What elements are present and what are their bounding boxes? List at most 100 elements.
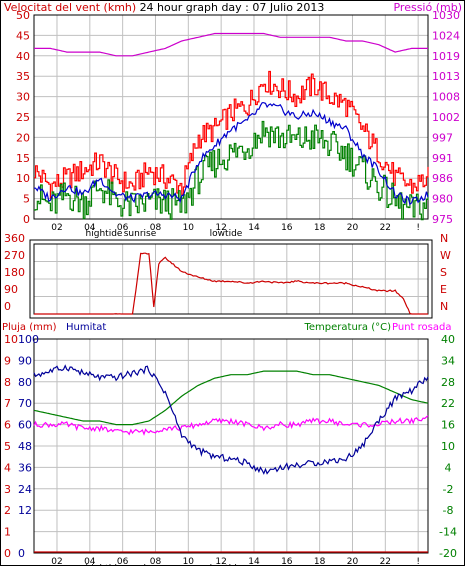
- x-tick-label: 12: [215, 223, 226, 233]
- bottom-x-tick-labels: 02 04 06 08 10 12 14 16 18 20 22!: [51, 557, 420, 567]
- x-tick-label: !: [416, 223, 420, 233]
- pressure-tick-labels: 975 980 986 991 997 1002 1008 1013 1019 1024 1030: [432, 9, 460, 226]
- direction-compass-label: N: [440, 300, 448, 313]
- x-tick-label: 10: [183, 223, 195, 233]
- direction-panel-border: [29, 239, 433, 319]
- temperature-tick-label: 28: [441, 376, 455, 389]
- temperature-tick-label: -14: [439, 526, 457, 539]
- direction-compass-label: E: [440, 283, 447, 296]
- chart-title: 24 hour graph day : 07 Julio 2013: [140, 1, 325, 14]
- pressure-tick-label: 1024: [432, 29, 460, 42]
- lowtide-label-top: lowtide: [210, 229, 243, 239]
- temperature-tick-label: -8: [443, 504, 454, 517]
- x-tick-label: !: [416, 557, 420, 566]
- sunrise-label-top: sunrise: [124, 229, 157, 239]
- x-tick-label: 14: [248, 557, 260, 566]
- x-tick-label: 02: [51, 223, 62, 233]
- x-tick-label: 02: [51, 557, 62, 566]
- direction-degree-label: 90: [4, 283, 18, 296]
- rain-tick-label: 10: [4, 333, 18, 346]
- wind-speed-tick-label: 40: [16, 50, 30, 63]
- direction-compass-label: S: [440, 266, 447, 279]
- dewpoint-axis-title: Punt rosada: [392, 322, 451, 333]
- bottom-series: [33, 364, 429, 553]
- pressure-tick-label: 980: [432, 193, 453, 206]
- direction-compass-label: N: [440, 232, 448, 245]
- humidity-tick-label: 100: [18, 333, 39, 346]
- direction-compass-label: W: [440, 249, 451, 262]
- temperature-tick-label: 34: [441, 354, 455, 367]
- x-tick-label: 06: [117, 557, 129, 566]
- wind-speed-tick-label: 35: [16, 70, 30, 83]
- x-tick-label: 04: [84, 557, 96, 566]
- direction-degree-labels: 0 90 180 270 360: [4, 232, 25, 313]
- pressure-tick-label: 991: [432, 152, 453, 165]
- x-tick-label: 22: [380, 557, 391, 566]
- wind-speed-tick-label: 10: [16, 172, 30, 185]
- rain-tick-label: 8: [4, 376, 11, 389]
- rain-tick-label: 7: [4, 397, 11, 410]
- temperature-tick-label: 22: [441, 397, 455, 410]
- direction-series: [34, 252, 428, 315]
- direction-degree-label: 180: [4, 266, 25, 279]
- rain-tick-label: 5: [4, 440, 11, 453]
- x-tick-label: 10: [183, 557, 195, 566]
- wind-speed-tick-label: 20: [16, 131, 30, 144]
- humidity-tick-label: 70: [18, 397, 32, 410]
- rain-tick-label: 2: [4, 504, 11, 517]
- x-tick-label: 08: [150, 223, 162, 233]
- direction-degree-label: 0: [4, 300, 11, 313]
- pressure-tick-label: 1002: [432, 111, 460, 124]
- rain-tick-label: 9: [4, 354, 11, 367]
- pressure-axis-title: Pressió (mb): [393, 1, 462, 14]
- humidity-tick-label: 0: [18, 547, 25, 560]
- humidity-tick-label: 60: [18, 419, 32, 432]
- rain-tick-label: 1: [4, 526, 11, 539]
- pressure-tick-label: 997: [432, 131, 453, 144]
- humidity-tick-label: 90: [18, 354, 32, 367]
- wind-speed-tick-label: 15: [16, 152, 30, 165]
- humidity-tick-label: 36: [18, 461, 32, 474]
- rain-humidity-temperature-panel: Pluja (mm) Humitat Temperatura (°C) Punt…: [2, 322, 457, 570]
- x-tick-label: 16: [281, 223, 293, 233]
- top-x-tick-labels: 02 04 06 08 10 12 14 16 18 20 22!: [51, 223, 420, 233]
- bottom-grid: [34, 339, 428, 553]
- wind-speed-tick-label: 30: [16, 91, 30, 104]
- low-series-line: [34, 120, 429, 221]
- rain-tick-label: 6: [4, 419, 11, 432]
- rain-tick-label: 3: [4, 483, 11, 496]
- top-plot-frame: [33, 14, 429, 220]
- direction-series-line: [34, 252, 428, 315]
- x-tick-label: 20: [347, 223, 359, 233]
- humidity-tick-label: 24: [18, 483, 32, 496]
- temperature-tick-label: 16: [441, 419, 455, 432]
- rain-tick-label: 4: [4, 461, 11, 474]
- temperature-tick-label: -2: [443, 483, 454, 496]
- rain-tick-label: 0: [4, 547, 11, 560]
- x-tick-label: 14: [248, 223, 260, 233]
- temperature-series-line: [33, 370, 429, 426]
- x-tick-label: 16: [281, 557, 293, 566]
- x-tick-label: 04: [84, 223, 96, 233]
- temperature-tick-label: 4: [445, 461, 452, 474]
- dewpoint-series-line: [33, 415, 429, 436]
- wind-speed-tick-label: 25: [16, 111, 30, 124]
- average-series-line: [34, 102, 429, 206]
- temperature-tick-labels: -20 -14 -8 -2 4 10 16 22 28 34 40: [439, 333, 457, 560]
- pressure-series-line: [34, 32, 428, 57]
- direction-grid: [34, 244, 428, 314]
- wind-speed-tick-label: 50: [16, 9, 30, 22]
- temperature-tick-label: 10: [441, 440, 455, 453]
- x-tick-label: 22: [380, 223, 391, 233]
- pressure-tick-label: 1008: [432, 91, 460, 104]
- pressure-tick-label: 1013: [432, 70, 460, 83]
- pressure-tick-label: 1019: [432, 50, 460, 63]
- x-tick-label: 20: [347, 557, 359, 566]
- direction-degree-label: 360: [4, 232, 25, 245]
- x-tick-label: 06: [117, 223, 129, 233]
- wind-speed-axis-title: Velocitat del vent (kmh): [4, 1, 136, 14]
- humidity-axis-title: Humitat: [66, 322, 106, 333]
- temperature-axis-title: Temperatura (°C): [303, 322, 391, 333]
